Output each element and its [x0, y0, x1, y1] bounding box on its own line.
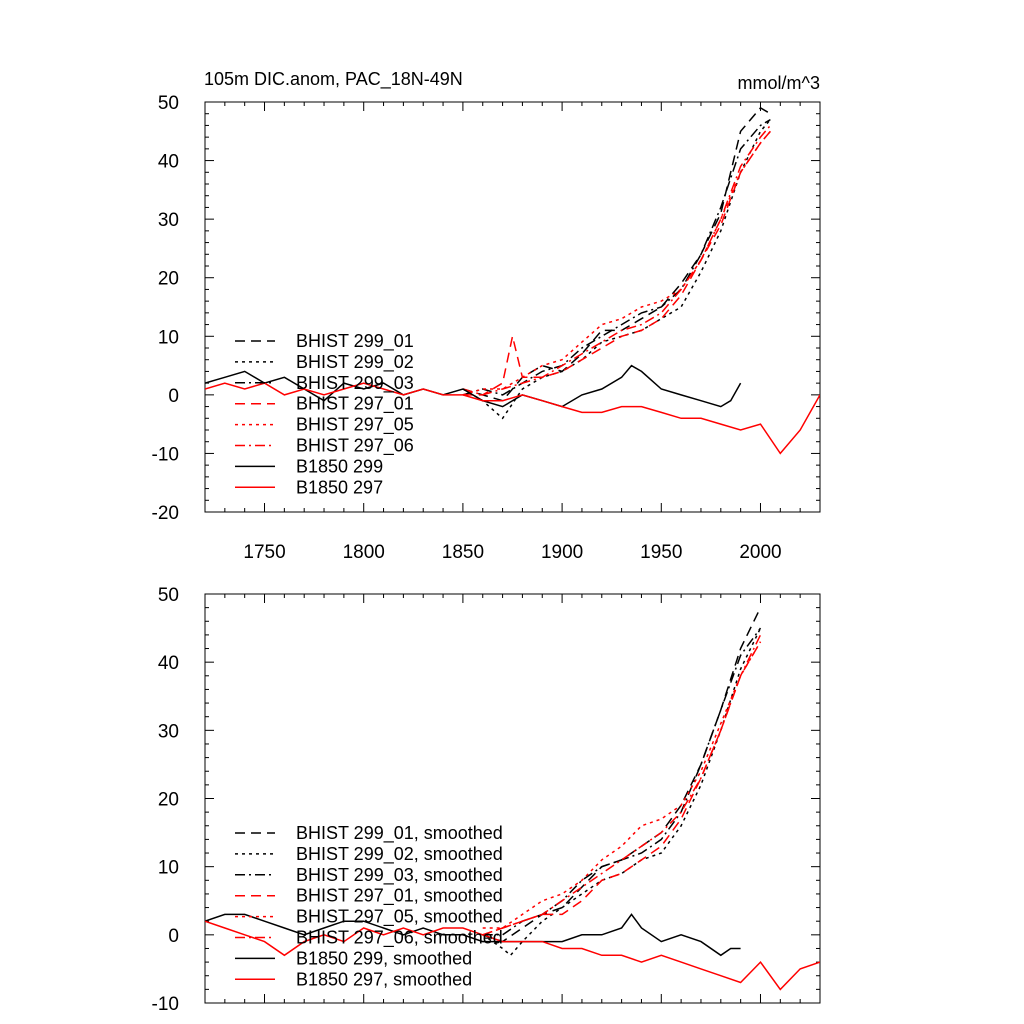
- y-tick-label: -10: [152, 444, 179, 465]
- x-tick-label: 1750: [243, 542, 285, 563]
- legend-label: BHIST 297_05: [296, 415, 414, 436]
- x-tick-label: 1950: [640, 542, 682, 563]
- y-tick-label: 20: [158, 269, 179, 290]
- y-tick-label: 50: [158, 93, 179, 114]
- series-group: [205, 607, 820, 991]
- series-line: [205, 364, 742, 408]
- legend-label: BHIST 299_02: [296, 352, 414, 373]
- x-tick-label: 1850: [442, 542, 484, 563]
- y-tick-label: 0: [168, 926, 179, 947]
- series-line: [462, 119, 771, 420]
- legend-label: B1850 297, smoothed: [296, 969, 472, 989]
- series-line: [462, 130, 771, 396]
- series-line: [462, 118, 771, 396]
- upper-panel: 1750 1800 1850 1900 1950 2000 -20 -10 0 10 20 30 40 5…: [152, 93, 821, 563]
- series-line: [482, 634, 762, 936]
- y-tick-label: 20: [158, 790, 179, 811]
- legend-label: BHIST 299_03, smoothed: [296, 865, 503, 886]
- y-tick-label: -10: [152, 994, 179, 1015]
- legend-label: BHIST 299_01: [296, 331, 414, 352]
- legend-label: BHIST 297_06, smoothed: [296, 928, 503, 949]
- plot-frame: [204, 101, 821, 513]
- y-tick-label: -20: [152, 503, 179, 524]
- legend-label: BHIST 297_01, smoothed: [296, 886, 503, 907]
- y-tick-label: 30: [158, 721, 179, 742]
- series-line: [482, 607, 762, 943]
- chart-title: 105m DIC.anom, PAC_18N-49N: [204, 69, 463, 90]
- legend-label: BHIST 299_02, smoothed: [296, 844, 503, 865]
- series-line: [462, 106, 771, 402]
- legend-label: B1850 299: [296, 456, 383, 476]
- y-tick-label: 40: [158, 653, 179, 674]
- series-line: [482, 641, 762, 929]
- y-tick-label: 50: [158, 585, 179, 606]
- x-tick-label: 1900: [541, 542, 583, 563]
- x-tick-label: 2000: [739, 542, 781, 563]
- series-line: [482, 627, 762, 936]
- series-line: [482, 627, 762, 957]
- legend-label: BHIST 299_03: [296, 373, 414, 394]
- x-tick-label: 1800: [343, 542, 385, 563]
- y-tick-label: 30: [158, 210, 179, 231]
- units-label: mmol/m^3: [738, 73, 820, 93]
- legend-label: BHIST 297_01: [296, 394, 414, 415]
- series-group: [205, 106, 820, 455]
- legend-label: B1850 299, smoothed: [296, 948, 472, 968]
- legend-label: BHIST 299_01, smoothed: [296, 823, 503, 844]
- series-line: [482, 641, 762, 936]
- series-line: [205, 920, 820, 991]
- legend-label: BHIST 297_05, smoothed: [296, 907, 503, 928]
- y-tick-label: 10: [158, 858, 179, 879]
- legend-label: BHIST 297_06: [296, 436, 414, 457]
- y-tick-label: 0: [168, 386, 179, 407]
- y-tick-label: 40: [158, 152, 179, 173]
- series-line: [205, 382, 820, 455]
- series-line: [205, 913, 741, 957]
- y-tick-label: 10: [158, 327, 179, 348]
- series-line: [462, 124, 771, 396]
- legend-label: B1850 297: [296, 477, 383, 497]
